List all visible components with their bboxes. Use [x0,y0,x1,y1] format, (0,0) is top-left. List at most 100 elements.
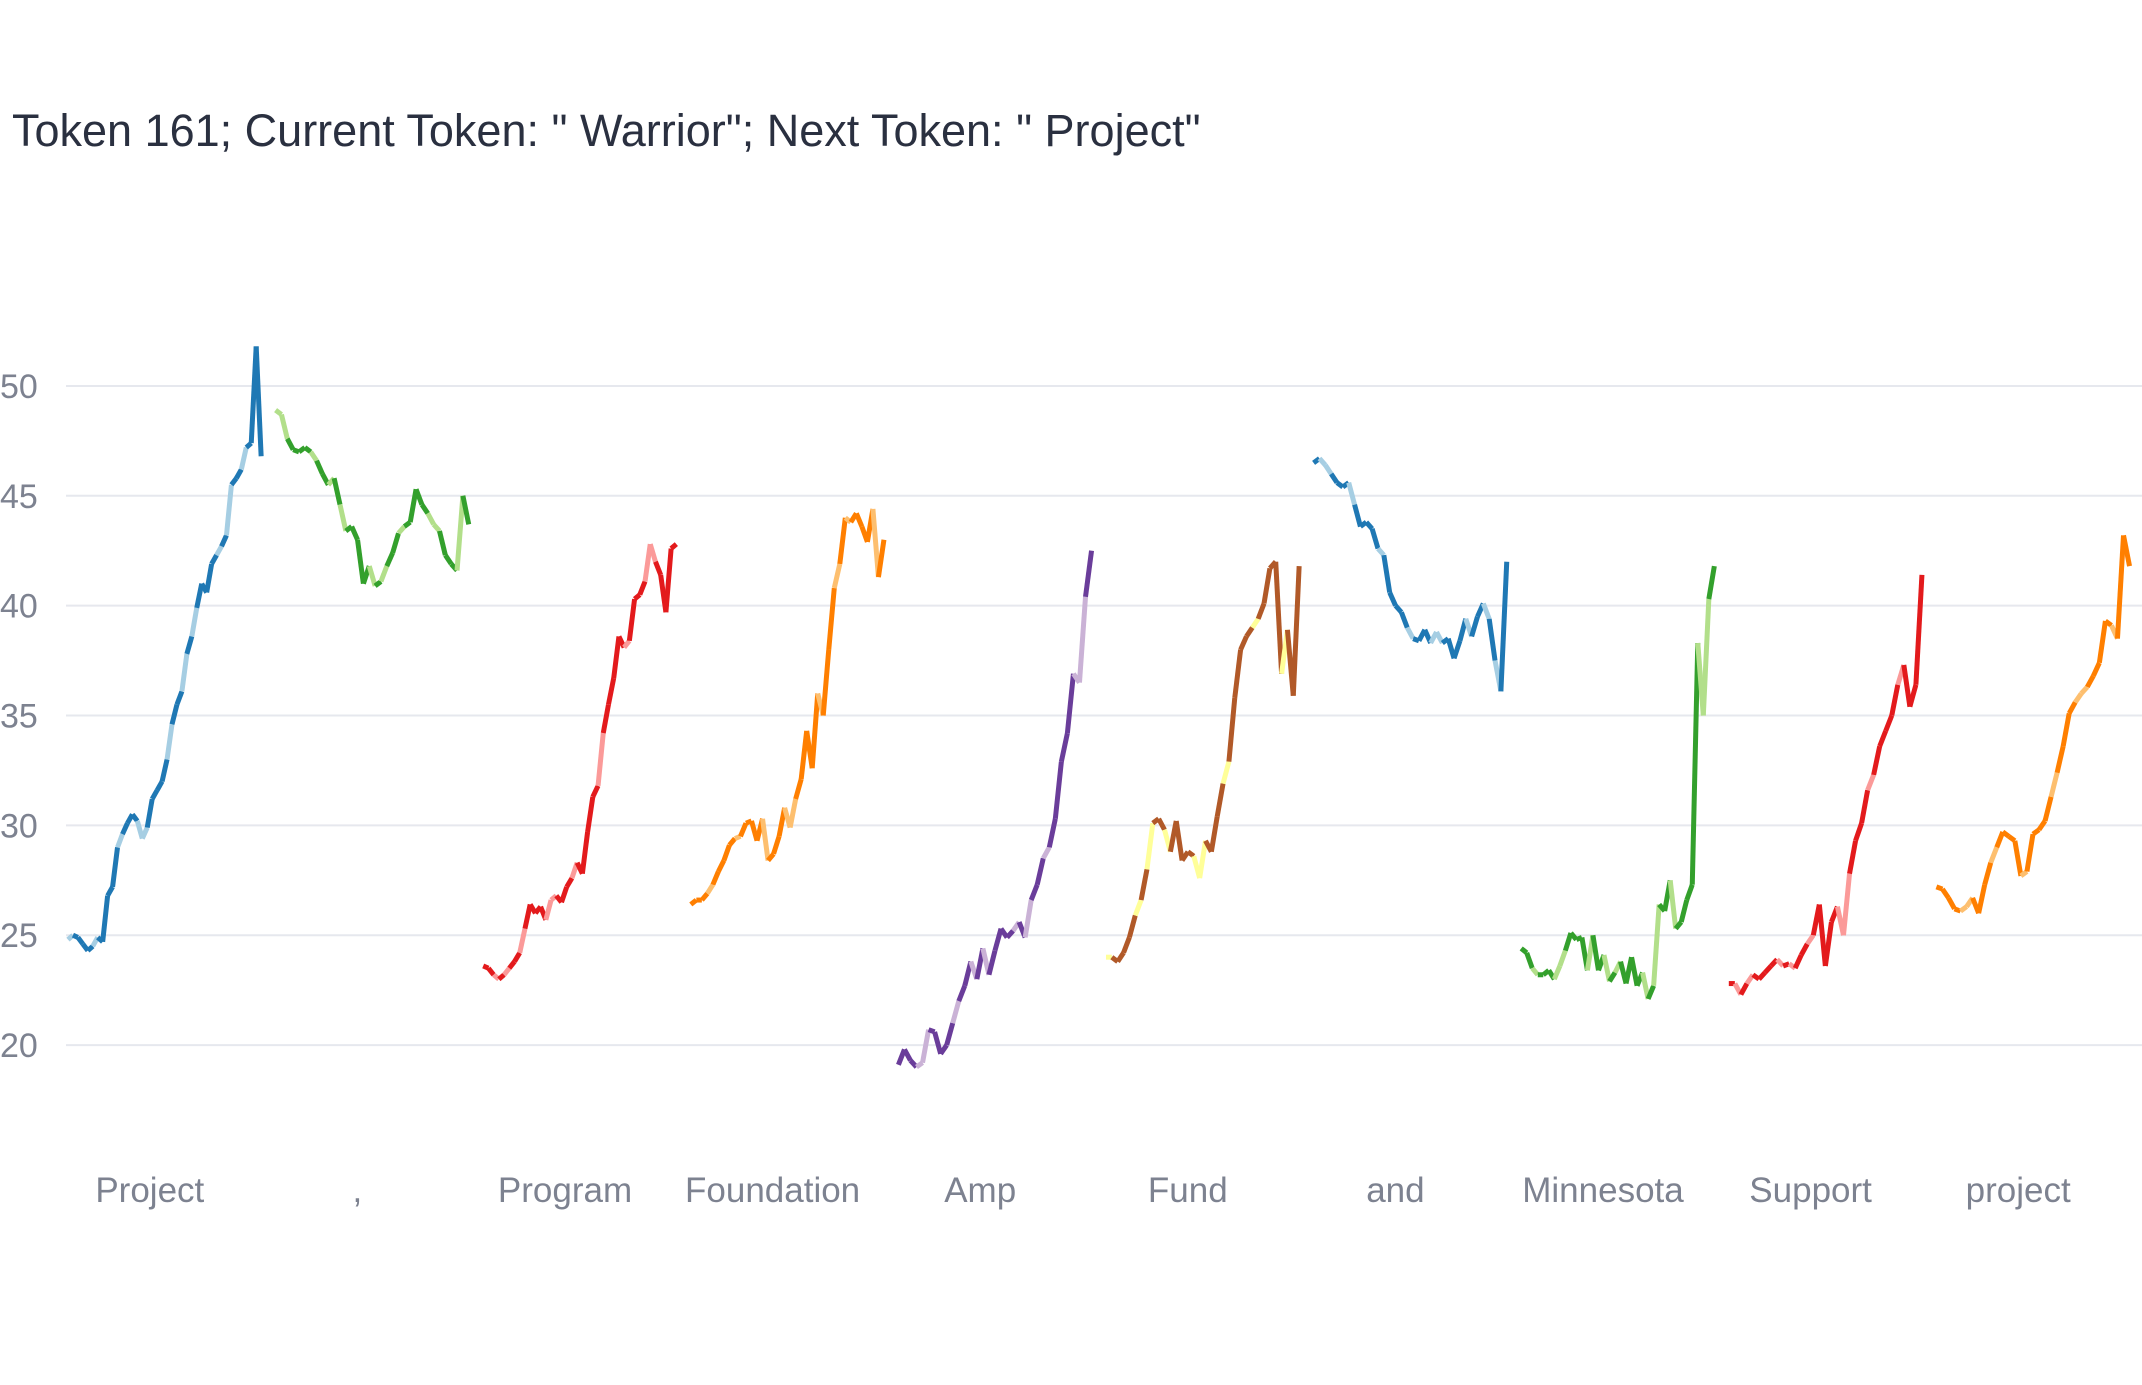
line-segment [875,539,887,578]
line-segment [1498,561,1510,692]
line-segment [1738,982,1750,996]
line-segment [1329,472,1340,484]
line-segment [378,565,390,583]
series-8 [1519,565,1717,1000]
line-segment [938,1043,949,1056]
line-segment [543,899,554,921]
series-layer [66,346,2132,1070]
line-segment [105,885,115,897]
line-segment [1853,822,1864,842]
line-segment [992,927,1004,952]
line-segment [606,677,617,706]
series-9 [1728,574,1925,996]
y-tick-label: 45 [0,478,38,516]
line-segment [595,732,606,787]
line-segment [1022,899,1034,938]
line-segment [1601,954,1612,982]
line-segment [1913,574,1925,685]
line-segment [1805,933,1816,946]
series-2 [274,408,472,588]
line-segment [637,580,648,596]
line-segment [1381,554,1393,593]
line-segment [1144,822,1156,870]
line-segment [384,551,395,568]
line-segment [512,951,522,963]
x-axis: Project, Program Foundation Amp Fund and Minne… [95,1171,2071,1210]
line-segment [1678,899,1690,923]
line-segment [482,963,490,971]
line-segment [1859,789,1871,824]
line-segment [1590,934,1601,971]
series-10 [1935,534,2132,915]
line-segment [1994,831,2006,849]
line-segment [75,935,85,946]
line-segment [1562,932,1574,952]
line-segment [164,723,175,760]
line-segment [559,886,570,904]
line-segment [820,649,832,716]
line-segment [626,598,638,642]
line-segment [492,972,501,982]
line-segment [809,693,821,769]
line-segment [647,543,658,563]
line-segment [1607,971,1618,983]
line-segment [1244,626,1255,638]
line-segment [2031,827,2041,837]
line-segment [1524,951,1535,970]
line-segment [705,883,715,895]
line-segment [716,859,727,873]
series-6 [1106,560,1302,964]
line-segment [1935,884,1944,892]
line-segment [1115,951,1126,963]
line-segment [579,831,591,875]
line-segment [944,1022,956,1046]
line-segment [1451,640,1463,660]
line-segment [174,690,185,706]
line-segment [1261,567,1273,604]
line-segment [1840,873,1852,936]
y-tick-label: 20 [0,1027,38,1065]
line-segment [150,788,160,801]
line-segment [337,504,349,532]
line-segment [169,703,180,725]
line-segment [1700,598,1712,716]
line-segment [611,636,622,679]
line-segment [1645,984,1656,1000]
line-segment [854,512,865,528]
line-segment [1953,906,1962,914]
line-segment [517,928,528,954]
line-segment [663,548,674,613]
line-segment [564,876,575,889]
line-segment [1651,904,1662,986]
line-segment [229,476,239,487]
line-segment [908,1058,919,1069]
line-segment [2103,619,2113,628]
line-segment [486,966,496,977]
line-segment [793,778,804,800]
series-5 [896,550,1095,1070]
line-segment [1052,761,1064,820]
line-segment [154,780,165,792]
line-segment [285,437,296,451]
line-segment [1907,684,1919,708]
line-segment [669,542,678,551]
line-segment [1173,820,1185,861]
line-segment [1034,857,1046,886]
line-segment [1865,773,1876,792]
line-segment [140,826,150,840]
line-segment [1250,617,1261,630]
line-segment [303,445,313,454]
x-tick-label: Fund [1148,1171,1228,1210]
line-segment [870,508,881,578]
y-tick-label: 40 [0,588,38,626]
line-segment [274,408,283,417]
series-4 [689,508,887,907]
line-segment [349,525,360,541]
y-tick-label: 30 [0,807,38,845]
line-segment [600,704,611,734]
line-segment [522,903,533,930]
line-segment [1352,503,1363,528]
line-segment [437,530,448,556]
x-tick-label: Foundation [685,1171,860,1210]
line-segment [1156,817,1167,831]
